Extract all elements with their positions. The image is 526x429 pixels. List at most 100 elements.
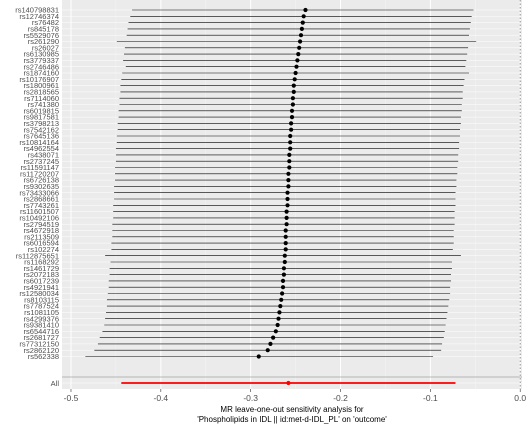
- snp-label: rs845178: [28, 25, 59, 34]
- estimate-point: [278, 304, 283, 309]
- estimate-point: [287, 152, 292, 157]
- estimate-point: [289, 115, 295, 120]
- snp-label: rs4672918: [24, 226, 59, 235]
- estimate-point: [290, 96, 295, 101]
- estimate-point: [289, 108, 295, 113]
- estimate-point: [282, 253, 287, 258]
- estimate-point: [265, 348, 270, 353]
- estimate-point: [275, 322, 280, 328]
- all-estimate-point: [286, 380, 291, 386]
- estimate-point: [286, 178, 291, 183]
- snp-label: rs8103115: [24, 295, 59, 304]
- all-label: All: [51, 379, 60, 388]
- x-axis-title-line-2: 'Phospholipids in IDL || id:met-d-IDL_PL…: [197, 415, 387, 424]
- snp-label: rs10492106: [19, 214, 59, 223]
- snp-label: rs6017239: [24, 277, 59, 286]
- x-axis-title-line-1: MR leave-one-out sensitivity analysis fo…: [220, 405, 364, 414]
- snp-label: rs7114060: [24, 94, 59, 103]
- snp-label: rs1081105: [24, 308, 59, 317]
- snp-label: rs4962554: [24, 144, 59, 153]
- snp-label: rs140798831: [15, 6, 59, 15]
- estimate-point: [288, 146, 293, 151]
- snp-label: rs12580034: [19, 289, 59, 298]
- x-tick-label: -0.4: [154, 393, 169, 403]
- estimate-point: [276, 316, 281, 321]
- snp-label: rs4921941: [24, 283, 59, 292]
- x-tick-label: 0.0: [514, 393, 526, 403]
- estimate-point: [285, 190, 290, 195]
- estimate-point: [285, 196, 290, 202]
- estimate-point: [301, 14, 306, 19]
- estimate-point: [290, 102, 295, 107]
- x-axis-ticks: -0.5 -0.4 -0.3 -0.2 -0.1 0.0: [64, 389, 526, 403]
- snp-label: rs10814164: [19, 138, 59, 147]
- snp-label: rs2862120: [24, 346, 59, 355]
- estimate-point: [292, 77, 297, 82]
- estimate-point: [282, 259, 287, 265]
- snp-label: rs2737245: [24, 157, 59, 166]
- estimate-point: [303, 7, 308, 13]
- snp-label: rs1168292: [24, 258, 59, 267]
- snp-label: rs2681727: [24, 333, 59, 342]
- estimate-point: [268, 341, 273, 346]
- snp-label: rs11720207: [20, 169, 59, 178]
- x-tick-label: -0.3: [243, 393, 258, 403]
- estimate-point: [284, 215, 289, 220]
- snp-label: rs6726138: [24, 176, 59, 185]
- estimate-point: [283, 234, 288, 239]
- estimate-point: [294, 64, 299, 69]
- snp-label: rs5529076: [24, 31, 59, 40]
- snp-label: rs76482: [32, 18, 59, 27]
- y-axis-labels: rs140798831rs12746374rs76482rs845178rs55…: [15, 6, 59, 388]
- estimate-point: [284, 222, 289, 227]
- snp-label: rs10176907: [19, 75, 59, 84]
- estimate-point: [256, 354, 261, 359]
- estimate-point: [298, 33, 304, 38]
- estimate-point: [283, 228, 288, 233]
- snp-label: rs11591147: [20, 163, 59, 172]
- estimate-point: [297, 45, 302, 50]
- snp-label: rs1800961: [24, 81, 59, 90]
- estimate-points: [256, 7, 308, 386]
- snp-label: rs2113509: [24, 232, 59, 241]
- estimate-point: [291, 89, 296, 94]
- x-tick-label: -0.1: [423, 393, 438, 403]
- estimate-point: [293, 70, 298, 76]
- snp-label: rs2746486: [24, 62, 59, 71]
- estimate-point: [283, 241, 288, 246]
- snp-label: rs2818565: [24, 88, 59, 97]
- estimate-point: [297, 39, 303, 44]
- snp-label: rs6130985: [24, 50, 59, 59]
- snp-label: rs3798213: [24, 119, 59, 128]
- estimate-point: [280, 291, 285, 296]
- estimate-point: [279, 297, 284, 302]
- snp-label: rs9817581: [24, 113, 59, 122]
- snp-label: rs102274: [28, 245, 59, 254]
- estimate-point: [300, 20, 305, 25]
- snp-label: rs2072183: [24, 270, 59, 279]
- estimate-point: [271, 335, 276, 340]
- estimate-point: [283, 247, 288, 252]
- x-tick-label: -0.2: [333, 393, 348, 403]
- snp-label: rs12746374: [19, 12, 59, 21]
- estimate-point: [299, 26, 304, 31]
- snp-label: rs9381410: [24, 321, 59, 330]
- snp-label: rs7743261: [24, 201, 59, 210]
- estimate-point: [287, 165, 292, 170]
- snp-label: rs1461729: [24, 264, 59, 273]
- estimate-point: [280, 285, 286, 290]
- estimate-point: [281, 272, 287, 277]
- estimate-point: [289, 127, 294, 132]
- snp-label: rs77312150: [19, 340, 59, 349]
- snp-label: rs1874160: [24, 69, 59, 78]
- snp-label: rs26027: [32, 43, 59, 52]
- estimate-point: [291, 83, 296, 88]
- snp-label: rs741380: [28, 100, 59, 109]
- snp-label: rs6544716: [24, 327, 59, 336]
- estimate-point: [284, 209, 289, 214]
- snp-label: rs9302635: [24, 182, 59, 191]
- snp-label: rs3779337: [24, 56, 59, 65]
- estimate-point: [296, 52, 301, 57]
- snp-label: rs7645136: [24, 132, 59, 141]
- estimate-point: [285, 203, 290, 208]
